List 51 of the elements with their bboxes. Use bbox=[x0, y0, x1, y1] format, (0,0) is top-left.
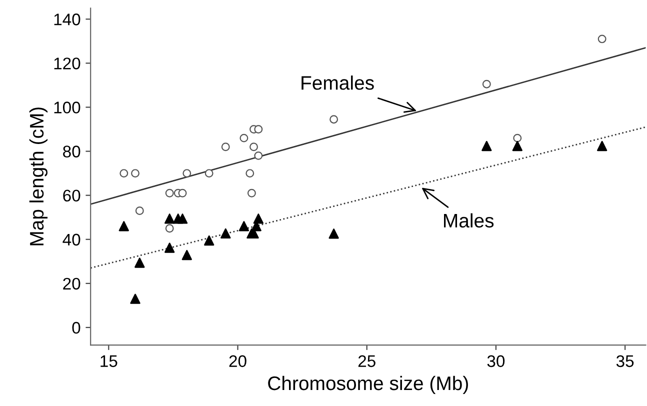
x-axis-title: Chromosome size (Mb) bbox=[268, 376, 468, 394]
point bbox=[135, 206, 144, 215]
point bbox=[482, 80, 491, 88]
point bbox=[221, 142, 230, 152]
point bbox=[204, 235, 214, 246]
annotation: Females bbox=[302, 76, 374, 90]
point bbox=[240, 134, 248, 142]
x-tick-label: 20 bbox=[229, 355, 246, 368]
point bbox=[164, 214, 175, 224]
point bbox=[131, 169, 140, 178]
x-tick-label: 15 bbox=[100, 355, 118, 368]
point bbox=[246, 169, 254, 178]
point bbox=[165, 224, 174, 233]
point bbox=[182, 250, 192, 260]
y-tick-label: 0 bbox=[72, 322, 80, 334]
y-tick-label: 120 bbox=[54, 58, 80, 70]
point bbox=[482, 140, 492, 152]
point bbox=[182, 169, 192, 178]
y-tick-label: 100 bbox=[54, 102, 80, 114]
point bbox=[328, 228, 339, 239]
point bbox=[130, 294, 140, 304]
point bbox=[220, 228, 231, 239]
point bbox=[598, 34, 606, 44]
point bbox=[164, 242, 175, 253]
point bbox=[247, 188, 256, 198]
y-tick-label: 80 bbox=[63, 146, 80, 158]
y-tick-label: 40 bbox=[62, 234, 80, 246]
point bbox=[178, 188, 187, 198]
y-tick-label: 60 bbox=[63, 190, 80, 202]
point bbox=[250, 142, 258, 152]
y-tick-label: 20 bbox=[63, 278, 80, 290]
point bbox=[204, 169, 214, 178]
x-tick-label: 35 bbox=[616, 355, 634, 368]
point bbox=[177, 214, 188, 224]
point bbox=[120, 169, 128, 178]
point bbox=[512, 140, 522, 152]
y-axis-title: Map length (cM) bbox=[29, 108, 48, 246]
point bbox=[134, 258, 145, 268]
point bbox=[238, 221, 250, 232]
point bbox=[330, 115, 338, 124]
x-tick-label: 25 bbox=[358, 355, 376, 368]
x-tick-label: 30 bbox=[487, 355, 505, 368]
point bbox=[596, 140, 608, 152]
point bbox=[254, 125, 263, 134]
point bbox=[513, 134, 522, 142]
point bbox=[118, 221, 129, 232]
annotation: Males bbox=[444, 213, 494, 228]
point bbox=[254, 151, 263, 160]
point bbox=[253, 214, 264, 224]
y-tick-label: 140 bbox=[54, 14, 80, 26]
point bbox=[165, 188, 174, 198]
